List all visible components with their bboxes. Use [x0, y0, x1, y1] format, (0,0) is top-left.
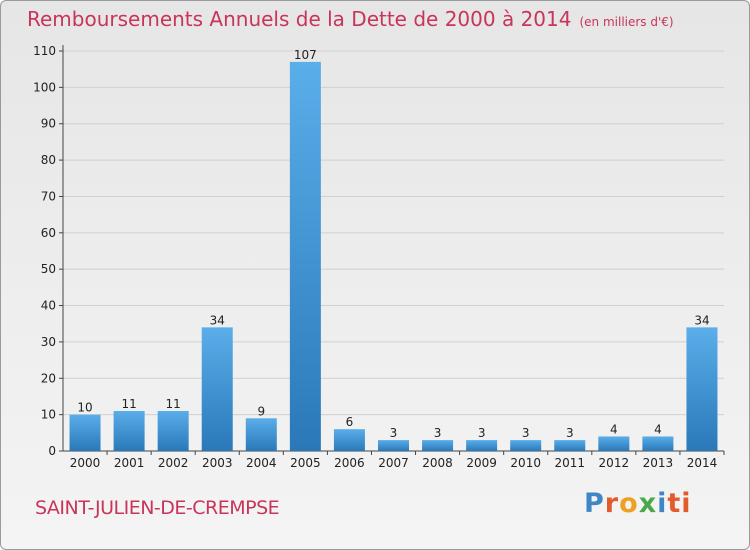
- bar: [290, 62, 321, 451]
- bar: [598, 436, 629, 451]
- x-tick-label: 2005: [290, 456, 321, 470]
- x-tick-label: 2006: [334, 456, 365, 470]
- bar: [378, 440, 409, 451]
- y-tick-label: 90: [41, 117, 56, 131]
- bar: [202, 327, 233, 451]
- bar: [510, 440, 541, 451]
- y-tick-label: 80: [41, 153, 56, 167]
- y-tick-label: 0: [48, 444, 56, 458]
- x-tick-label: 2007: [378, 456, 409, 470]
- data-label: 9: [257, 404, 265, 418]
- brand-letter: o: [619, 488, 639, 519]
- x-tick-label: 2002: [158, 456, 189, 470]
- x-tick-label: 2008: [422, 456, 453, 470]
- x-tick-label: 2011: [554, 456, 585, 470]
- x-tick-label: 2003: [202, 456, 233, 470]
- data-label: 3: [566, 426, 574, 440]
- x-tick-label: 2013: [643, 456, 674, 470]
- bar: [70, 415, 101, 451]
- y-tick-label: 110: [33, 44, 56, 58]
- data-label: 3: [478, 426, 486, 440]
- y-tick-label: 20: [41, 371, 56, 385]
- data-label: 3: [390, 426, 398, 440]
- chart-frame: Remboursements Annuels de la Dette de 20…: [0, 0, 750, 550]
- data-label: 34: [694, 313, 709, 327]
- x-tick-label: 2000: [70, 456, 101, 470]
- x-tick-label: 2014: [687, 456, 718, 470]
- bar: [114, 411, 145, 451]
- bar: [334, 429, 365, 451]
- brand-letter: ti: [667, 488, 691, 519]
- x-tick-label: 2001: [114, 456, 145, 470]
- data-label: 4: [654, 422, 662, 436]
- bar: [686, 327, 717, 451]
- bar: [466, 440, 497, 451]
- y-tick-label: 70: [41, 189, 56, 203]
- bar: [158, 411, 189, 451]
- brand-letter: x: [639, 488, 657, 519]
- x-tick-label: 2004: [246, 456, 277, 470]
- bar: [422, 440, 453, 451]
- commune-name: SAINT-JULIEN-DE-CREMPSE: [35, 497, 279, 519]
- brand-letter: r: [605, 488, 619, 519]
- x-tick-label: 2010: [510, 456, 541, 470]
- data-label: 6: [346, 415, 354, 429]
- grid-lines: [63, 51, 724, 451]
- bar: [554, 440, 585, 451]
- y-tick-label: 100: [33, 80, 56, 94]
- data-label: 10: [77, 401, 92, 415]
- data-label: 107: [294, 48, 317, 62]
- proxiti-logo[interactable]: Proxiti: [584, 488, 692, 519]
- bar: [642, 436, 673, 451]
- y-tick-label: 30: [41, 335, 56, 349]
- y-tick-label: 40: [41, 299, 56, 313]
- axes: [59, 45, 724, 455]
- y-tick-label: 60: [41, 226, 56, 240]
- data-label: 11: [121, 397, 136, 411]
- bar-chart: 0 10 20 30 40 50 60 70 80 90 100 110 2000 10 2001 11 200…: [1, 1, 749, 549]
- brand-letter: P: [584, 488, 605, 519]
- data-label: 34: [210, 313, 225, 327]
- data-label: 4: [610, 422, 618, 436]
- y-tick-label: 50: [41, 262, 56, 276]
- labels: 0 10 20 30 40 50 60 70 80 90 100 110 2000 10 2001 11 200…: [33, 44, 717, 470]
- bar: [246, 418, 277, 451]
- x-tick-label: 2009: [466, 456, 497, 470]
- y-tick-label: 10: [41, 408, 56, 422]
- data-label: 11: [166, 397, 181, 411]
- data-label: 3: [522, 426, 530, 440]
- x-tick-label: 2012: [599, 456, 630, 470]
- bars: [70, 62, 718, 451]
- brand-letter: i: [657, 488, 667, 519]
- data-label: 3: [434, 426, 442, 440]
